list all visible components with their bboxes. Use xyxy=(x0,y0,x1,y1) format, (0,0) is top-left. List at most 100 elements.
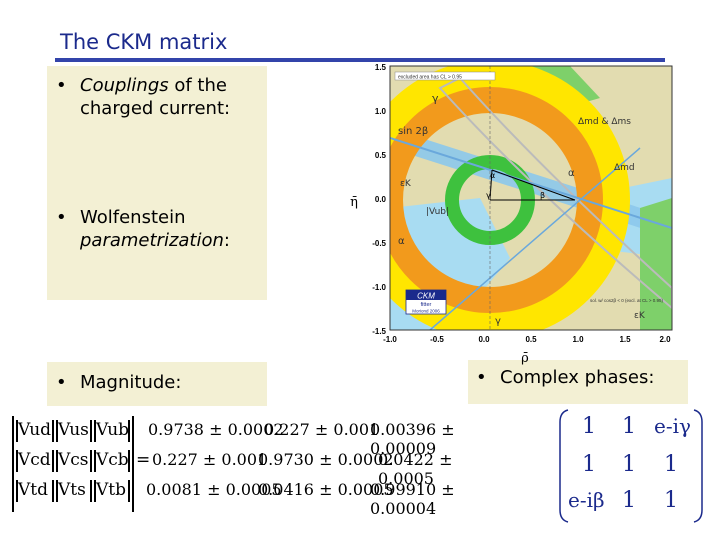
phase-r1c1: 1 xyxy=(582,414,596,439)
ckmfitter-year: Moriond 2006 xyxy=(412,309,440,314)
triangle-side-1 xyxy=(489,169,493,201)
value-r3c1: 0.0081 ± 0.0005 xyxy=(146,480,282,499)
matrix-cell-vub: Vub xyxy=(96,420,130,440)
phase-r2c3: 1 xyxy=(664,452,678,477)
matrix-cell-vtb: Vtb xyxy=(96,480,126,500)
bullet-dot: • xyxy=(56,207,67,228)
matrix-cell-vtd: Vtd xyxy=(18,480,48,500)
ckmfitter-logo: CKM xyxy=(417,292,435,301)
matrix-bar-r2c xyxy=(56,450,58,472)
slide-title: The CKM matrix xyxy=(60,30,228,54)
y-tick-7: -1.5 xyxy=(372,327,386,336)
bullet-magnitude: • Magnitude: xyxy=(56,371,266,394)
y-tick-3: 0.5 xyxy=(375,151,387,160)
x-tick-6: 1.5 xyxy=(619,335,631,344)
x-tick-5: 1.0 xyxy=(572,335,584,344)
plot-note: sol. w/ cos2β < 0 (excl. at CL > 0.95) xyxy=(590,298,663,303)
matrix-cell-vcd: Vcd xyxy=(18,450,51,470)
y-tick-5: -0.5 xyxy=(372,239,386,248)
label-vub: |Vub| xyxy=(426,207,449,217)
magnitude-box xyxy=(47,362,267,406)
matrix-bar-r2a xyxy=(16,450,18,472)
matrix-cell-vus: Vus xyxy=(58,420,89,440)
label-gamma-top: γ xyxy=(432,92,439,105)
matrix-cell-vts: Vts xyxy=(58,480,86,500)
matrix-bar-r3e xyxy=(94,480,96,502)
label-epsk-bottom: εK xyxy=(634,311,646,321)
phase-matrix: 1 1 e-iγ 1 1 1 e-iβ 1 1 xyxy=(556,408,706,524)
bullet-dot: • xyxy=(56,372,67,393)
y-axis-label: η̄ xyxy=(350,195,358,210)
value-r1c1: 0.9738 ± 0.0002 xyxy=(148,420,284,439)
bullet-couplings: • Couplings of the charged current: xyxy=(56,74,266,120)
label-gamma-bottom: γ xyxy=(495,316,501,327)
matrix-bar-r2e xyxy=(94,450,96,472)
matrix-bar-3 xyxy=(94,420,96,442)
phase-r1c2: 1 xyxy=(622,414,636,439)
phase-r3c3: 1 xyxy=(664,488,678,513)
matrix-bar-r3a xyxy=(16,480,18,502)
magnitude-label: Magnitude: xyxy=(80,372,182,393)
label-alpha-right: α xyxy=(568,168,575,179)
triangle-side-2 xyxy=(491,169,576,201)
phase-bracket-right xyxy=(693,409,703,523)
wolfenstein-italic: parametrization xyxy=(80,230,224,251)
phase-r3c1: e-iβ xyxy=(568,488,605,512)
bullet-dot: • xyxy=(56,75,67,96)
green-region-right xyxy=(640,198,672,330)
matrix-cell-vcb: Vcb xyxy=(96,450,129,470)
value-r2c1: 0.227 ± 0.001 xyxy=(152,450,268,469)
phases-box xyxy=(468,360,688,404)
matrix-bar-r3b xyxy=(52,480,54,502)
x-tick-7: 2.0 xyxy=(659,335,671,344)
x-tick-3: 0.0 xyxy=(478,335,490,344)
value-r1c3: 0.00396 ± 0.00009 xyxy=(370,420,455,458)
matrix-bar-r2b xyxy=(52,450,54,472)
matrix-bar-r2d xyxy=(90,450,92,472)
couplings-italic: Couplings xyxy=(80,75,169,96)
label-gamma-small: γ xyxy=(486,191,491,200)
label-sin2beta: sin 2β xyxy=(398,126,428,137)
label-dmd: Δmd xyxy=(614,163,635,173)
ckmfitter-logo-band xyxy=(406,290,446,300)
phase-bracket-left xyxy=(559,409,569,523)
orange-ring xyxy=(390,87,603,313)
x-tick-4: 0.5 xyxy=(525,335,537,344)
label-alpha-small: α xyxy=(490,171,495,180)
matrix-bar-right xyxy=(132,416,134,512)
couplings-rest: of the xyxy=(168,75,227,96)
alpha-line xyxy=(429,147,641,330)
legend-strip-text: excluded area has CL > 0.95 xyxy=(398,75,462,81)
matrix-bar-r3f xyxy=(128,480,130,502)
label-beta: β xyxy=(540,191,545,200)
matrix-bar-r2f xyxy=(128,450,130,472)
matrix-bar-2 xyxy=(56,420,58,442)
legend-strip xyxy=(394,71,496,81)
phase-r2c1: 1 xyxy=(582,452,596,477)
matrix-bar-r3d xyxy=(90,480,92,502)
matrix-bar-r3c xyxy=(56,480,58,502)
wolfenstein-colon: : xyxy=(223,230,230,251)
phase-r2c2: 1 xyxy=(622,452,636,477)
matrix-cell-vud: Vud xyxy=(18,420,52,440)
phase-r1c3: e-iγ xyxy=(654,414,691,438)
phase-r3c2: 1 xyxy=(622,488,636,513)
matrix-equals: = xyxy=(136,450,151,470)
matrix-bar-1 xyxy=(16,420,18,442)
ckm-matrix: Vud Vus Vub Vcd Vcs Vcb Vtd Vts Vtb = 0.… xyxy=(8,410,498,520)
value-r3c3: 0.99910 ± 0.00004 xyxy=(370,480,455,518)
sin2beta-line xyxy=(390,137,672,229)
label-alpha-left: α xyxy=(398,236,405,247)
y-tick-6: -1.0 xyxy=(372,283,386,292)
couplings-box xyxy=(47,66,267,300)
x-tick-1: -1.0 xyxy=(383,335,397,344)
matrix-bar-left xyxy=(12,416,14,512)
matrix-bar-2b xyxy=(90,420,92,442)
y-tick-4: 0.0 xyxy=(375,195,387,204)
title-underline xyxy=(55,58,665,62)
phases-label: Complex phases: xyxy=(500,367,655,388)
couplings-line2: charged current: xyxy=(80,98,231,119)
value-r2c3: 0.0422 ± 0.0005 xyxy=(378,450,453,488)
value-r1c2: 0.227 ± 0.001 xyxy=(264,420,380,439)
bullet-phases: • Complex phases: xyxy=(476,366,686,389)
